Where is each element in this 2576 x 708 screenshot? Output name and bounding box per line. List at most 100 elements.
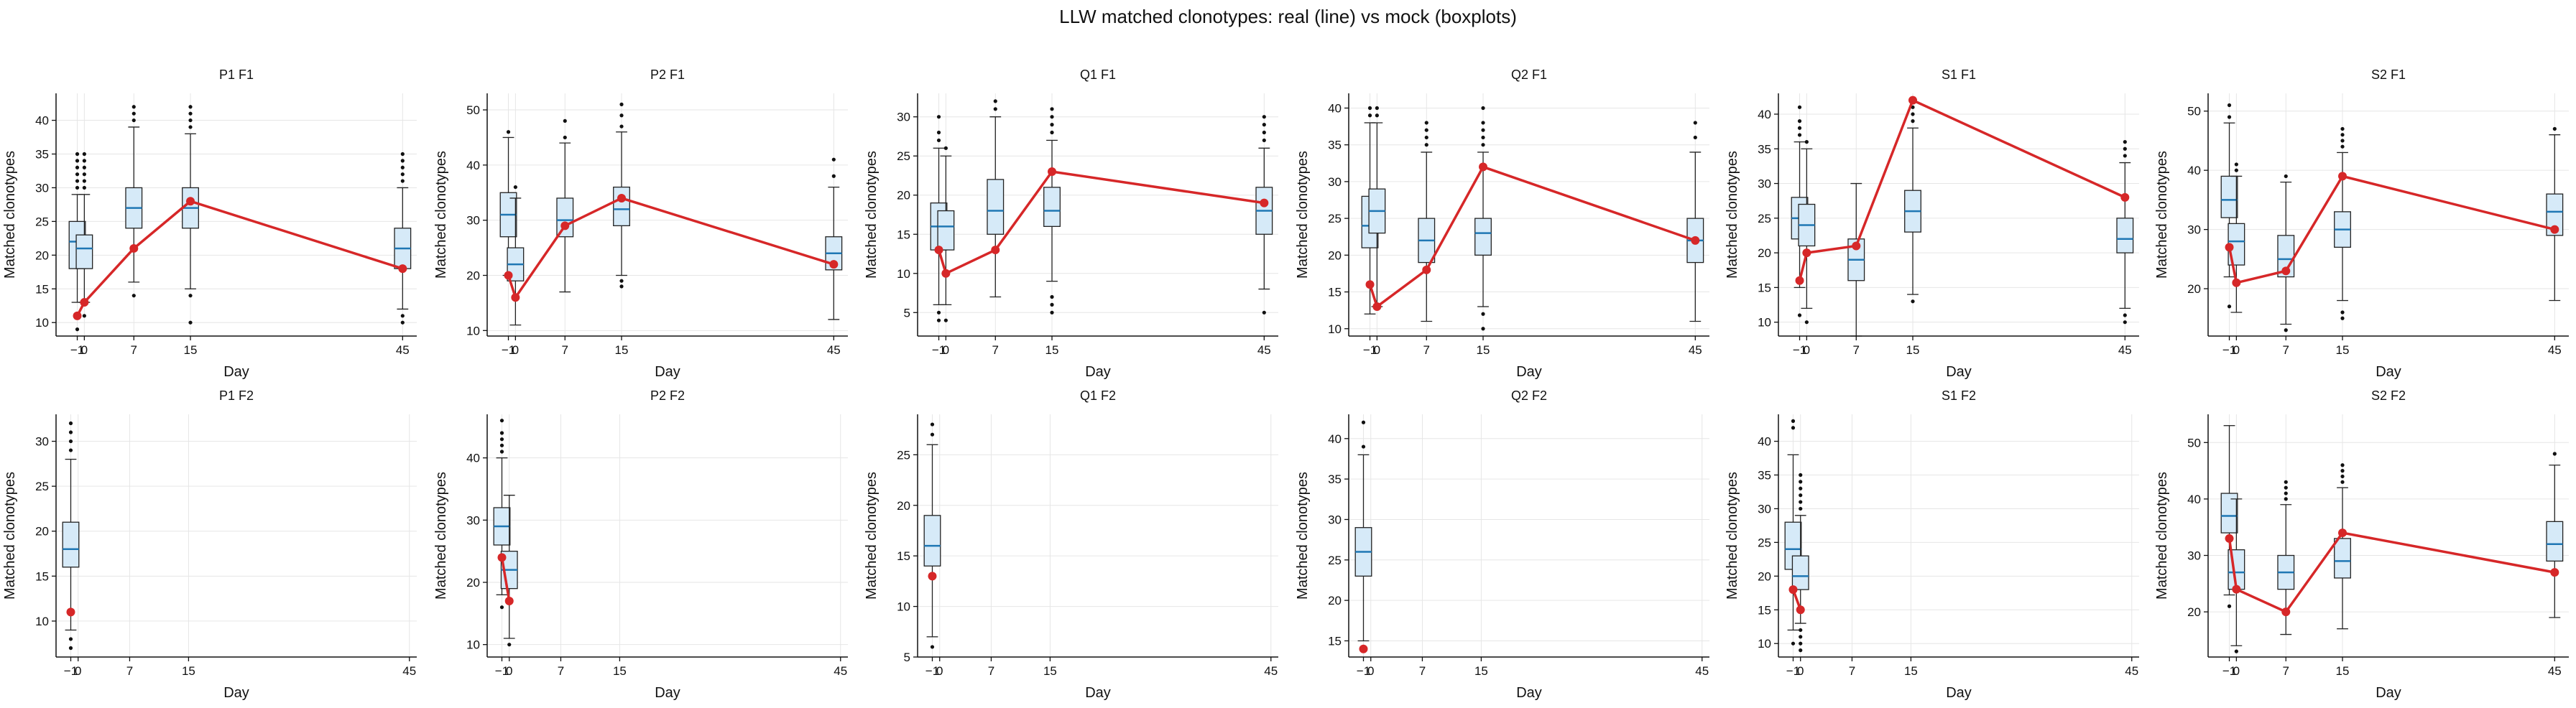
outlier-point xyxy=(68,448,73,452)
y-tick-label: 25 xyxy=(897,448,910,462)
outlier-point xyxy=(131,294,136,298)
x-tick-label: 15 xyxy=(615,343,629,357)
y-tick-label: 20 xyxy=(1328,248,1342,262)
y-tick-label: 10 xyxy=(1758,316,1771,330)
outlier-point xyxy=(2123,146,2127,151)
y-tick-label: 35 xyxy=(1328,139,1342,152)
real-series-point xyxy=(129,243,139,253)
x-tick-label: 0 xyxy=(1797,664,1804,678)
box-day--1 xyxy=(2220,425,2238,608)
outlier-point xyxy=(75,159,80,163)
subplot-title: S2 F1 xyxy=(2371,67,2406,82)
x-axis-label: Day xyxy=(1516,685,1542,701)
outlier-point xyxy=(1262,115,1266,119)
outlier-point xyxy=(1424,128,1428,132)
y-tick-label: 25 xyxy=(1328,554,1342,567)
outlier-point xyxy=(1911,105,1915,109)
box-day--1 xyxy=(493,419,511,610)
outlier-point xyxy=(75,185,80,190)
iqr-box xyxy=(556,197,574,238)
outlier-point xyxy=(1911,299,1915,304)
outlier-point xyxy=(75,165,80,169)
x-axis-label: Day xyxy=(1946,364,1972,380)
iqr-box xyxy=(2546,193,2564,236)
x-tick-label: 45 xyxy=(2548,664,2562,678)
box-day--1 xyxy=(923,422,941,649)
outlier-point xyxy=(1804,320,1809,325)
x-tick-label: −1 xyxy=(502,343,515,357)
real-series-point xyxy=(1691,236,1700,245)
y-axis-label: Matched clonotypes xyxy=(864,151,880,279)
outlier-point xyxy=(619,113,624,118)
iqr-box xyxy=(2116,218,2134,253)
outlier-point xyxy=(2123,154,2127,158)
outlier-point xyxy=(936,115,941,119)
outlier-point xyxy=(499,450,504,454)
subplot-q2-f1: 10 15 20 25 30 35 40 −10 7 15 45 Q2 F1 Day Matched cl… xyxy=(1295,67,1709,380)
x-tick-label: 0 xyxy=(1804,343,1810,357)
outlier-point xyxy=(1797,105,1802,109)
outlier-point xyxy=(619,279,624,283)
outlier-point xyxy=(1799,641,1803,646)
y-tick-label: 50 xyxy=(2187,436,2201,450)
y-tick-label: 25 xyxy=(1758,536,1771,549)
x-tick-label: 45 xyxy=(1689,343,1702,357)
outlier-point xyxy=(1367,106,1372,111)
outlier-point xyxy=(1262,138,1266,143)
y-tick-label: 10 xyxy=(1328,322,1342,336)
subplot-q2-f2: 15 20 25 30 35 40 −10 7 15 45 Q2 F2 Day Matched clon… xyxy=(1295,388,1709,701)
y-tick-label: 30 xyxy=(1328,513,1342,526)
outlier-point xyxy=(1797,119,1802,124)
x-tick-label: 7 xyxy=(558,664,564,678)
x-tick-label: 45 xyxy=(396,343,410,357)
outlier-point xyxy=(563,118,567,124)
real-series-point xyxy=(504,271,513,280)
outlier-point xyxy=(188,294,193,298)
outlier-point xyxy=(82,314,86,318)
outlier-point xyxy=(1375,113,1379,118)
box-day-0 xyxy=(75,152,93,318)
y-tick-label: 10 xyxy=(466,324,480,337)
outlier-point xyxy=(188,125,193,129)
outlier-point xyxy=(993,107,997,111)
x-tick-label: 45 xyxy=(2125,664,2138,678)
x-tick-label: 0 xyxy=(1367,664,1374,678)
y-tick-label: 20 xyxy=(2187,605,2201,619)
outlier-point xyxy=(2123,320,2127,325)
outlier-point xyxy=(1481,143,1485,147)
y-tick-label: 10 xyxy=(897,600,910,614)
figure-title: LLW matched clonotypes: real (line) vs m… xyxy=(1059,6,1517,27)
outlier-point xyxy=(400,314,405,318)
outlier-point xyxy=(1911,112,1915,116)
x-axis-label: Day xyxy=(2376,685,2401,701)
y-tick-label: 25 xyxy=(35,480,49,493)
iqr-box xyxy=(1791,555,1809,590)
x-axis-label: Day xyxy=(655,685,680,701)
y-tick-label: 20 xyxy=(2187,282,2201,296)
outlier-point xyxy=(2284,328,2288,332)
box-day-45 xyxy=(1255,115,1273,315)
outlier-point xyxy=(2284,480,2288,484)
y-tick-label: 15 xyxy=(1758,603,1771,617)
real-series-point xyxy=(934,246,943,255)
subplot-s1-f1: 10 15 20 25 30 35 40 −10 7 15 45 S1 F1 Day Matched cl… xyxy=(1725,67,2139,380)
y-tick-label: 30 xyxy=(1328,175,1342,189)
y-tick-label: 50 xyxy=(2187,105,2201,118)
outlier-point xyxy=(82,152,86,157)
y-tick-label: 20 xyxy=(35,525,49,539)
x-axis-label: Day xyxy=(1946,685,1972,701)
real-series-point xyxy=(504,597,514,605)
x-tick-label: 15 xyxy=(184,343,198,357)
outlier-point xyxy=(400,172,405,177)
x-axis-label: Day xyxy=(1085,685,1111,701)
box-day-0 xyxy=(1791,472,1809,653)
y-tick-label: 5 xyxy=(904,306,910,320)
iqr-box xyxy=(613,186,630,227)
real-series-point xyxy=(73,311,82,320)
y-tick-label: 25 xyxy=(897,149,910,163)
y-tick-label: 20 xyxy=(1758,569,1771,583)
outlier-point xyxy=(936,130,941,135)
box-day-45 xyxy=(1686,121,1704,322)
box-day-15 xyxy=(182,105,199,325)
outlier-point xyxy=(2340,316,2345,320)
